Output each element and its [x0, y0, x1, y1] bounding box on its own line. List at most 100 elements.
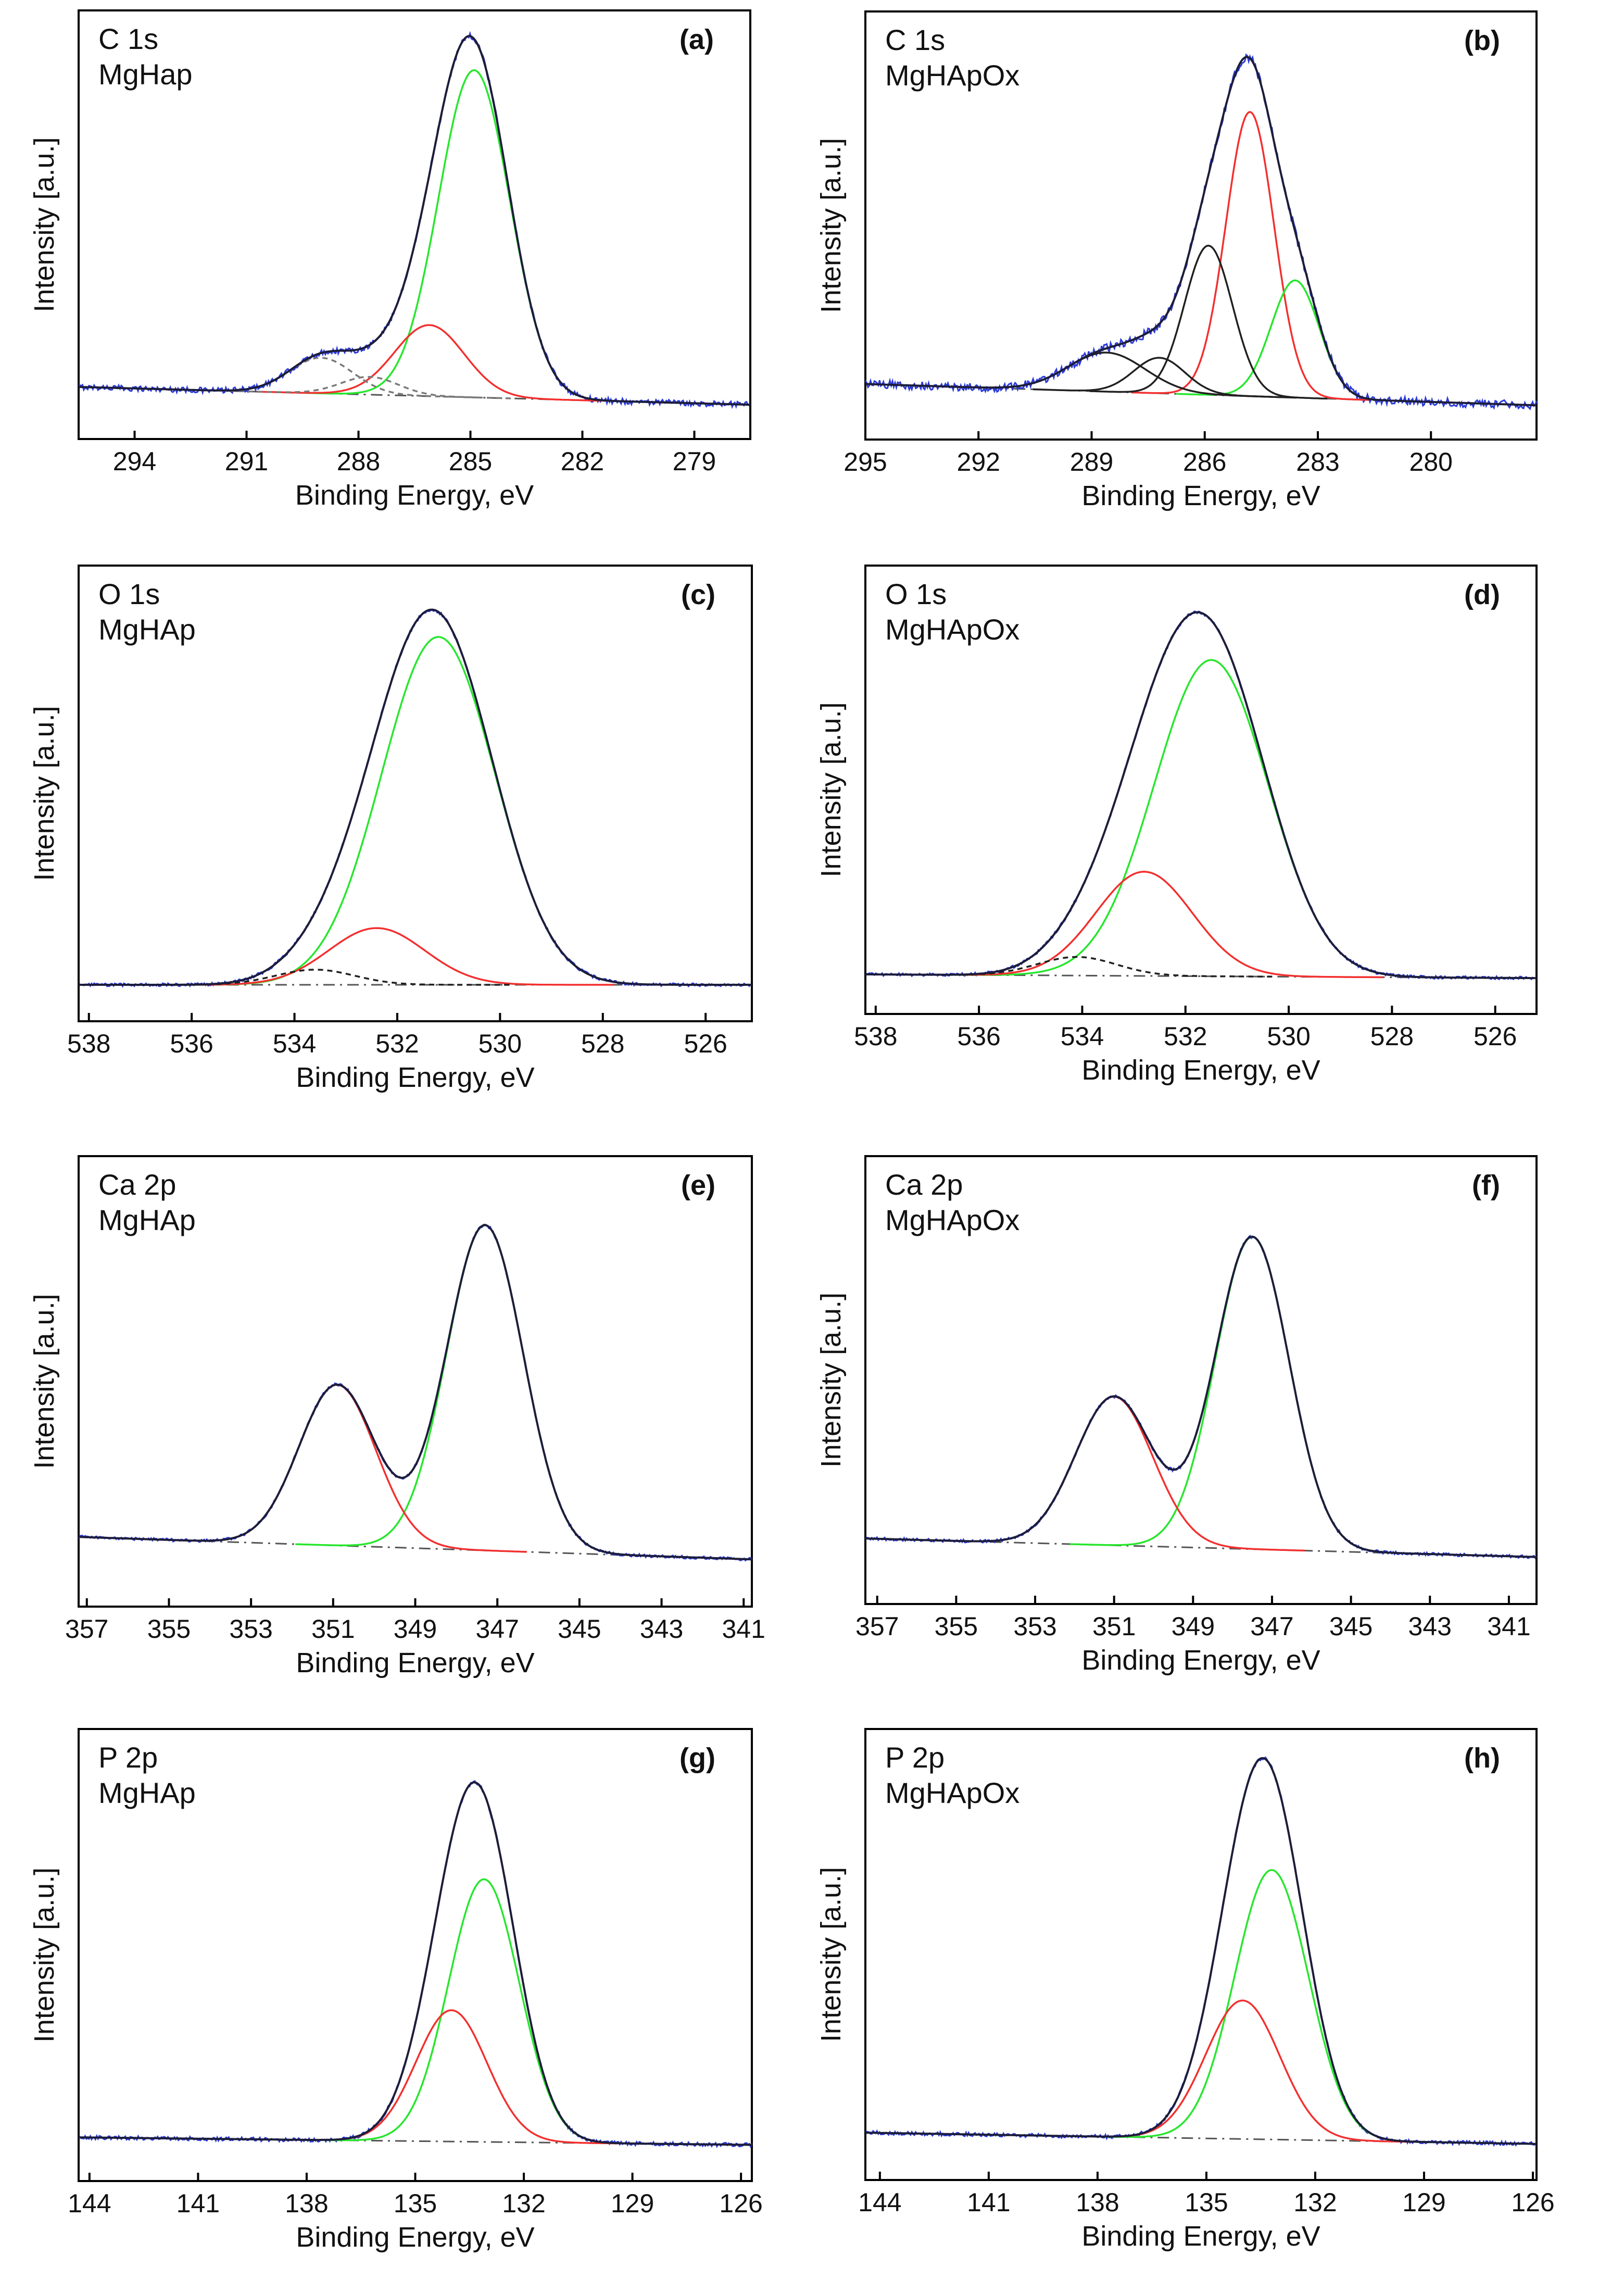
- x-tick-label: 538: [67, 1029, 110, 1058]
- y-axis-label: Intensity [a.u.]: [29, 706, 60, 881]
- x-tick-label: 288: [337, 447, 380, 476]
- envelope-series: [865, 1235, 1537, 1558]
- x-tick-label: 526: [1474, 1022, 1517, 1051]
- x-axis-label: Binding Energy, eV: [295, 480, 534, 511]
- panel-title-line2: MgHApOx: [885, 1204, 1019, 1236]
- x-tick-label: 534: [273, 1029, 316, 1058]
- x-axis-label: Binding Energy, eV: [1081, 480, 1320, 511]
- baseline-line: [179, 1539, 651, 1557]
- x-tick-label: 355: [147, 1614, 191, 1644]
- x-axis-label: Binding Energy, eV: [1081, 2221, 1320, 2252]
- x-tick-label: 141: [967, 2188, 1010, 2217]
- x-tick-label: 536: [170, 1029, 213, 1058]
- envelope-series: [79, 1781, 752, 2146]
- x-tick-label: 526: [684, 1029, 727, 1058]
- x-tick-label: 132: [502, 2189, 545, 2218]
- x-tick-label: 357: [855, 1612, 899, 1641]
- x-tick-label: 345: [1329, 1612, 1373, 1641]
- panel-7: 144 141 138 135 132 129 126 Binding Energy, eV I…: [815, 1728, 1555, 2252]
- panel-frame: [864, 1728, 1538, 2181]
- envelope-series: [865, 56, 1537, 407]
- panel-6: 144 141 138 135 132 129 126 Binding Energy, eV I…: [29, 1728, 763, 2253]
- panel-title-line1: O 1s: [885, 578, 947, 610]
- panel-letter: (f): [1472, 1170, 1500, 1201]
- x-tick-label: 347: [1250, 1612, 1293, 1641]
- x-tick-label: 135: [394, 2189, 437, 2218]
- x-axis-label: Binding Energy, eV: [296, 1647, 534, 1678]
- panel-letter: (e): [681, 1170, 715, 1201]
- panel-letter: (g): [679, 1743, 715, 1774]
- x-tick-label: 291: [225, 447, 268, 476]
- x-tick-label: 355: [935, 1612, 978, 1641]
- x-tick-label: 126: [1511, 2188, 1554, 2217]
- x-axis-label: Binding Energy, eV: [1081, 1645, 1320, 1676]
- baseline-line: [966, 1540, 1436, 1555]
- x-tick-label: 341: [1487, 1612, 1530, 1641]
- panel-title-line1: C 1s: [885, 23, 945, 56]
- panel-title-line2: MgHAp: [98, 613, 196, 646]
- x-tick-label: 138: [1076, 2188, 1119, 2217]
- x-tick-label: 283: [1296, 447, 1339, 477]
- y-axis-label: Intensity [a.u.]: [815, 138, 847, 313]
- x-tick-label: 343: [1408, 1612, 1452, 1641]
- x-tick-label: 532: [1164, 1022, 1207, 1051]
- panel-frame: [864, 10, 1538, 441]
- x-tick-label: 536: [957, 1022, 1000, 1051]
- envelope-series: [78, 1224, 752, 1561]
- panel-letter: (h): [1464, 1743, 1500, 1774]
- panel-frame: [864, 1155, 1538, 1605]
- x-tick-label: 538: [854, 1022, 897, 1051]
- panel-title-line1: P 2p: [98, 1741, 158, 1774]
- panel-letter: (c): [681, 579, 715, 610]
- y-axis-label: Intensity [a.u.]: [29, 1868, 60, 2043]
- x-tick-label: 280: [1409, 447, 1453, 477]
- x-tick-label: 135: [1185, 2188, 1228, 2217]
- y-axis-label: Intensity [a.u.]: [815, 1867, 847, 2042]
- envelope-series: [78, 35, 751, 406]
- x-axis-label: Binding Energy, eV: [296, 1062, 534, 1093]
- x-tick-label: 126: [719, 2189, 762, 2218]
- x-tick-label: 528: [581, 1029, 624, 1058]
- panel-0: 294 291 288 285 282 279 Binding Energy, eV Inte…: [29, 9, 751, 511]
- x-tick-label: 129: [1402, 2188, 1445, 2217]
- x-tick-label: 534: [1061, 1022, 1104, 1051]
- panel-title-line2: MgHap: [98, 58, 193, 91]
- x-tick-label: 279: [673, 447, 716, 476]
- x-tick-label: 530: [1267, 1022, 1310, 1051]
- panel-title-line2: MgHAp: [98, 1776, 196, 1809]
- x-tick-label: 530: [479, 1029, 522, 1058]
- x-tick-label: 144: [858, 2188, 901, 2217]
- panel-title-line2: MgHApOx: [885, 59, 1019, 92]
- panel-letter: (b): [1464, 25, 1500, 56]
- envelope-series: [79, 608, 752, 986]
- panel-frame: [864, 565, 1538, 1015]
- x-tick-label: 144: [68, 2189, 111, 2218]
- x-axis-label: Binding Energy, eV: [1081, 1055, 1320, 1086]
- panel-frame: [78, 9, 751, 440]
- x-tick-label: 349: [394, 1614, 437, 1644]
- x-axis-label: Binding Energy, eV: [296, 2222, 534, 2253]
- x-tick-label: 294: [113, 447, 156, 476]
- x-tick-label: 138: [285, 2189, 328, 2218]
- x-tick-label: 141: [177, 2189, 220, 2218]
- x-tick-label: 282: [561, 447, 604, 476]
- x-tick-label: 292: [957, 447, 1000, 477]
- x-tick-label: 286: [1183, 447, 1226, 477]
- component-1: [257, 324, 602, 402]
- x-tick-label: 357: [65, 1614, 108, 1644]
- x-tick-label: 132: [1293, 2188, 1337, 2217]
- x-tick-label: 341: [722, 1614, 765, 1644]
- x-tick-label: 129: [611, 2189, 654, 2218]
- panel-letter: (a): [679, 24, 714, 55]
- x-tick-label: 295: [844, 447, 887, 477]
- y-axis-label: Intensity [a.u.]: [29, 1294, 60, 1469]
- x-tick-label: 351: [1092, 1612, 1136, 1641]
- x-tick-label: 345: [558, 1614, 601, 1644]
- y-axis-label: Intensity [a.u.]: [815, 1293, 847, 1468]
- x-tick-label: 351: [311, 1614, 355, 1644]
- x-tick-label: 289: [1070, 447, 1113, 477]
- x-tick-label: 343: [640, 1614, 683, 1644]
- x-tick-label: 285: [449, 447, 492, 476]
